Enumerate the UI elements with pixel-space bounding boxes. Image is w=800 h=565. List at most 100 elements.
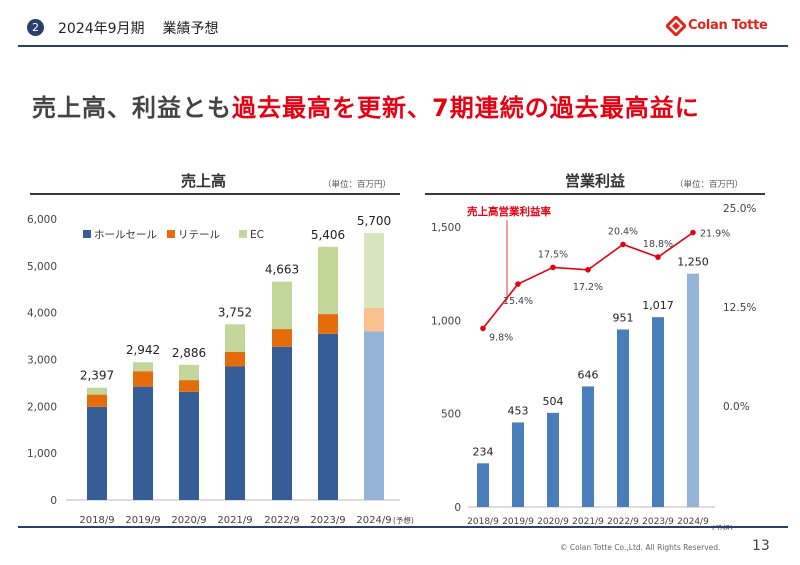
op-profit-bar bbox=[582, 386, 594, 507]
op-profit-bar bbox=[477, 463, 489, 507]
op-chart-title: 営業利益 bbox=[565, 172, 626, 190]
op-chart-unit: （単位：百万円） bbox=[675, 180, 744, 190]
bar-total-label: 2,942 bbox=[126, 343, 160, 357]
forecast-note: (予想) bbox=[393, 515, 414, 525]
legend-swatch bbox=[83, 230, 91, 238]
margin-point bbox=[585, 266, 591, 273]
y-tick-label: 2,000 bbox=[27, 401, 57, 413]
bar-total-label: 2,397 bbox=[80, 369, 114, 383]
bar-segment-retail bbox=[272, 329, 292, 347]
fiscal-period: 2024年9月期 bbox=[58, 21, 145, 37]
bar-segment-retail bbox=[133, 371, 153, 387]
margin-data-label: 15.4% bbox=[503, 296, 533, 307]
op-chart-divider bbox=[425, 193, 765, 195]
section-number-badge: 2 bbox=[27, 19, 44, 36]
y-tick-label: 5,000 bbox=[27, 261, 57, 273]
bar-segment-ec bbox=[179, 364, 199, 381]
page-number: 13 bbox=[752, 538, 770, 554]
x-tick-label: 2019/9 bbox=[502, 517, 534, 527]
sales-chart-title: 売上高 bbox=[181, 172, 227, 190]
x-tick-label: 2021/9 bbox=[572, 517, 604, 527]
copyright-text: © Colan Totte Co.,Ltd. All Rights Reserv… bbox=[560, 543, 721, 552]
headline-part2: 過去最高を更新、7期連続の過去最高益に bbox=[232, 94, 700, 122]
op-profit-bar bbox=[512, 422, 524, 507]
y-tick-label: 0 bbox=[50, 495, 57, 507]
legend-label: ホールセール bbox=[94, 229, 157, 241]
margin-point bbox=[480, 325, 486, 332]
bar-segment-wholesale bbox=[87, 406, 107, 500]
bar-segment-retail bbox=[364, 307, 384, 332]
bar-segment-ec bbox=[318, 246, 338, 315]
op-profit-bar-label: 951 bbox=[613, 311, 634, 324]
x-tick-label: 2019/9 bbox=[125, 515, 160, 526]
margin-point bbox=[620, 241, 626, 248]
bar-segment-wholesale bbox=[133, 386, 153, 500]
y-tick-label: 1,000 bbox=[431, 315, 461, 327]
bar-segment-retail bbox=[87, 394, 107, 407]
legend-label: リテール bbox=[178, 229, 220, 241]
margin-point bbox=[690, 229, 696, 236]
x-tick-label: 2018/9 bbox=[79, 515, 114, 526]
margin-series-label: 売上高営業利益率 bbox=[467, 205, 551, 218]
header-divider bbox=[18, 45, 788, 47]
margin-data-label: 20.4% bbox=[608, 226, 638, 237]
logo-text: Colan Totte bbox=[688, 18, 768, 33]
bar-segment-ec bbox=[87, 387, 107, 395]
bar-total-label: 3,752 bbox=[218, 305, 252, 319]
x-tick-label: 2024/9 bbox=[356, 515, 391, 526]
logo-mark-icon bbox=[664, 14, 688, 38]
bar-segment-retail bbox=[179, 380, 199, 392]
margin-point bbox=[655, 254, 661, 260]
page-header-title: 2024年9月期 業績予想 bbox=[58, 18, 219, 38]
op-profit-bar-label: 646 bbox=[578, 368, 599, 381]
op-profit-bar-label: 234 bbox=[473, 445, 494, 458]
headline-part1: 売上高、利益とも bbox=[32, 94, 232, 122]
x-tick-label: 2023/9 bbox=[310, 515, 345, 526]
sales-chart-divider bbox=[30, 193, 400, 195]
bar-segment-wholesale bbox=[179, 391, 199, 500]
margin-data-label: 9.8% bbox=[489, 332, 513, 343]
sales-chart-unit: （単位：百万円） bbox=[323, 180, 392, 190]
bar-segment-ec bbox=[225, 324, 245, 353]
op-profit-bar-label: 1,250 bbox=[677, 256, 709, 269]
op-profit-bar-label: 504 bbox=[543, 395, 564, 408]
bar-segment-retail bbox=[225, 352, 245, 367]
y-tick-label: 500 bbox=[441, 409, 461, 421]
op-profit-bar bbox=[652, 317, 664, 507]
company-logo: Colan Totte bbox=[664, 14, 786, 38]
bar-total-label: 2,886 bbox=[172, 346, 206, 360]
y-tick-label: 6,000 bbox=[27, 214, 57, 226]
y-tick-label: 4,000 bbox=[27, 308, 57, 320]
legend-swatch bbox=[167, 230, 175, 238]
x-tick-label: 2022/9 bbox=[607, 517, 639, 527]
x-tick-label: 2024/9 bbox=[677, 517, 709, 527]
y-tick-label: 0 bbox=[454, 502, 461, 514]
section-name: 業績予想 bbox=[162, 21, 219, 37]
bar-segment-retail bbox=[318, 314, 338, 334]
legend-swatch bbox=[239, 230, 247, 238]
x-tick-label: 2023/9 bbox=[642, 517, 674, 527]
bar-segment-wholesale bbox=[272, 346, 292, 500]
bar-total-label: 5,406 bbox=[311, 228, 345, 242]
bar-total-label: 4,663 bbox=[265, 263, 299, 277]
y-tick-label: 3,000 bbox=[27, 355, 57, 367]
x-tick-label: 2021/9 bbox=[217, 515, 252, 526]
x-tick-label: 2020/9 bbox=[171, 515, 206, 526]
op-profit-bar-label: 453 bbox=[508, 404, 529, 417]
bar-total-label: 5,700 bbox=[357, 214, 391, 228]
bar-segment-wholesale bbox=[225, 366, 245, 500]
bar-segment-wholesale bbox=[364, 331, 384, 500]
headline: 売上高、利益とも過去最高を更新、7期連続の過去最高益に bbox=[32, 88, 700, 123]
margin-point bbox=[550, 264, 556, 271]
op-profit-bar bbox=[617, 329, 629, 507]
margin-data-label: 17.2% bbox=[573, 282, 603, 293]
margin-data-label: 17.5% bbox=[538, 249, 568, 260]
bar-segment-wholesale bbox=[318, 333, 338, 500]
bar-segment-ec bbox=[364, 233, 384, 308]
footer-divider bbox=[18, 526, 788, 528]
op-profit-bar-label: 1,017 bbox=[642, 299, 674, 312]
bar-segment-ec bbox=[272, 281, 292, 330]
op-profit-bar bbox=[547, 412, 559, 507]
y2-tick-label: 0.0% bbox=[723, 401, 750, 413]
operating-profit-chart: 0 500 1,000 1,500 0.0% 12.5% 25.0% 234 2018/9 453… bbox=[431, 203, 756, 530]
